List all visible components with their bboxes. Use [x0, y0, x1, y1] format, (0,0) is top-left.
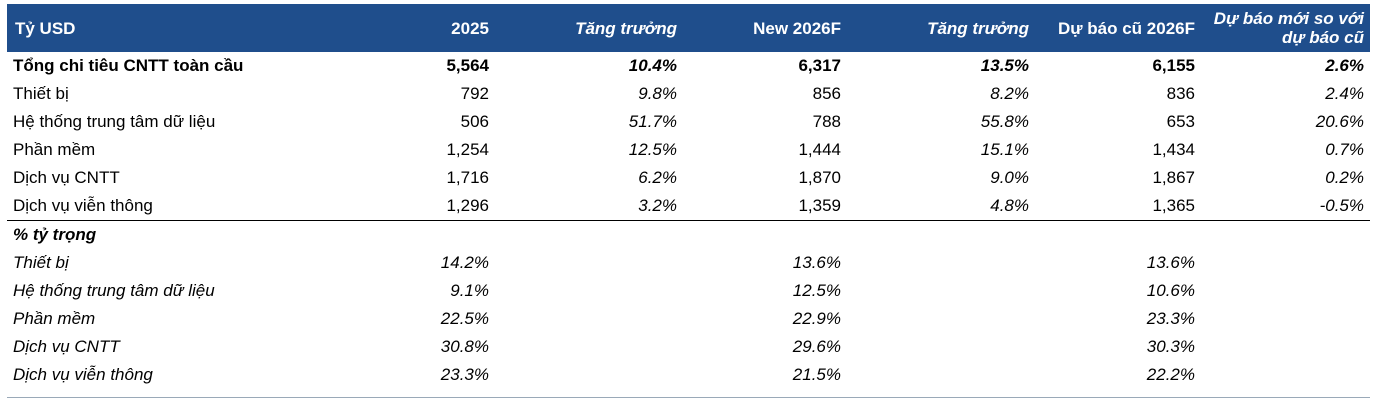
- share-old: 30.3%: [1146, 337, 1195, 356]
- it-spending-table: Tỷ USD 2025 Tăng trưởng New 2026F Tăng t…: [7, 4, 1370, 389]
- table-row: Phần mềm 1,254 12.5% 1,444 15.1% 1,434 0…: [7, 136, 1370, 164]
- row-label: Phần mềm: [13, 140, 96, 159]
- share-old: 22.2%: [1146, 365, 1195, 384]
- share-label: Hệ thống trung tâm dữ liệu: [13, 281, 215, 300]
- share-label: Thiết bị: [13, 253, 69, 272]
- share-2026: 22.9%: [792, 309, 841, 328]
- share-2026: 12.5%: [792, 281, 841, 300]
- cell-2025: 1,296: [446, 196, 489, 215]
- cell-old: 1,365: [1152, 196, 1195, 215]
- header-new-2026f: New 2026F: [683, 4, 847, 52]
- share-2025: 22.5%: [440, 309, 489, 328]
- share-title: % tỷ trọng: [7, 220, 327, 249]
- share-row: Dịch vụ viễn thông 23.3% 21.5% 22.2%: [7, 361, 1370, 389]
- share-row: Thiết bị 14.2% 13.6% 13.6%: [7, 249, 1370, 277]
- cell-2025: 792: [460, 84, 489, 103]
- share-2025: 14.2%: [440, 253, 489, 272]
- share-2026: 13.6%: [792, 253, 841, 272]
- header-growth-2025: Tăng trưởng: [495, 4, 683, 52]
- share-old: 10.6%: [1146, 281, 1195, 300]
- cell-2026: 1,870: [798, 168, 841, 187]
- share-old: 23.3%: [1146, 309, 1195, 328]
- cell-growth-2026: 9.0%: [990, 168, 1029, 187]
- table-row: Hệ thống trung tâm dữ liệu 506 51.7% 788…: [7, 108, 1370, 136]
- row-label: Hệ thống trung tâm dữ liệu: [13, 112, 216, 131]
- share-2025: 9.1%: [450, 281, 489, 300]
- cell-old: 1,867: [1152, 168, 1195, 187]
- share-2025: 30.8%: [440, 337, 489, 356]
- cell-2025: 1,716: [446, 168, 489, 187]
- header-old-forecast: Dự báo cũ 2026F: [1035, 4, 1201, 52]
- share-old: 13.6%: [1146, 253, 1195, 272]
- share-label: Dịch vụ viễn thông: [13, 365, 153, 384]
- cell-diff: 0.7%: [1325, 140, 1364, 159]
- share-label: Dịch vụ CNTT: [13, 337, 120, 356]
- row-label: Dịch vụ viễn thông: [13, 196, 153, 215]
- cell-2026: 6,317: [798, 56, 841, 75]
- share-2025: 23.3%: [440, 365, 489, 384]
- cell-growth-2026: 13.5%: [980, 56, 1029, 75]
- cell-2025: 1,254: [446, 140, 489, 159]
- share-row: Hệ thống trung tâm dữ liệu 9.1% 12.5% 10…: [7, 277, 1370, 305]
- header-unit: Tỷ USD: [7, 4, 327, 52]
- cell-2025: 5,564: [446, 56, 489, 75]
- cell-growth-2026: 55.8%: [980, 112, 1029, 131]
- share-2026: 21.5%: [792, 365, 841, 384]
- cell-old: 1,434: [1152, 140, 1195, 159]
- cell-growth-2025: 10.4%: [628, 56, 677, 75]
- cell-growth-2025: 51.7%: [628, 112, 677, 131]
- cell-2026: 1,444: [798, 140, 841, 159]
- share-label: Phần mềm: [13, 309, 96, 328]
- share-row: Dịch vụ CNTT 30.8% 29.6% 30.3%: [7, 333, 1370, 361]
- row-label: Dịch vụ CNTT: [13, 168, 120, 187]
- row-label: Tổng chi tiêu CNTT toàn cầu: [13, 56, 244, 75]
- share-row: Phần mềm 22.5% 22.9% 23.3%: [7, 305, 1370, 333]
- cell-growth-2026: 8.2%: [990, 84, 1029, 103]
- table-row: Dịch vụ CNTT 1,716 6.2% 1,870 9.0% 1,867…: [7, 164, 1370, 192]
- cell-diff: 0.2%: [1325, 168, 1364, 187]
- share-2026: 29.6%: [792, 337, 841, 356]
- table-row: Thiết bị 792 9.8% 856 8.2% 836 2.4%: [7, 80, 1370, 108]
- table-row: Dịch vụ viễn thông 1,296 3.2% 1,359 4.8%…: [7, 192, 1370, 221]
- cell-growth-2026: 15.1%: [980, 140, 1029, 159]
- cell-2026: 856: [812, 84, 841, 103]
- cell-2025: 506: [460, 112, 489, 131]
- cell-growth-2025: 9.8%: [638, 84, 677, 103]
- cell-old: 6,155: [1152, 56, 1195, 75]
- row-label: Thiết bị: [13, 84, 69, 103]
- cell-growth-2025: 3.2%: [638, 196, 677, 215]
- cell-diff: -0.5%: [1319, 196, 1364, 215]
- header-2025: 2025: [327, 4, 495, 52]
- bottom-divider: [7, 397, 1370, 398]
- cell-old: 836: [1166, 84, 1195, 103]
- cell-growth-2026: 4.8%: [990, 196, 1029, 215]
- cell-2026: 788: [812, 112, 841, 131]
- cell-diff: 2.6%: [1325, 56, 1364, 75]
- header-new-vs-old: Dự báo mới so với dự báo cũ: [1201, 4, 1370, 52]
- cell-diff: 2.4%: [1325, 84, 1364, 103]
- cell-old: 653: [1166, 112, 1195, 131]
- cell-diff: 20.6%: [1315, 112, 1364, 131]
- share-section-header: % tỷ trọng: [7, 220, 1370, 249]
- table-header-row: Tỷ USD 2025 Tăng trưởng New 2026F Tăng t…: [7, 4, 1370, 52]
- header-growth-2026: Tăng trưởng: [847, 4, 1035, 52]
- cell-growth-2025: 12.5%: [628, 140, 677, 159]
- cell-2026: 1,359: [798, 196, 841, 215]
- cell-growth-2025: 6.2%: [638, 168, 677, 187]
- table-row: Tổng chi tiêu CNTT toàn cầu 5,564 10.4% …: [7, 52, 1370, 80]
